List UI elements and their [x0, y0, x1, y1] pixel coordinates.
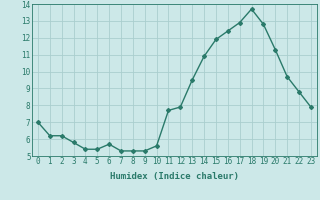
- X-axis label: Humidex (Indice chaleur): Humidex (Indice chaleur): [110, 172, 239, 181]
